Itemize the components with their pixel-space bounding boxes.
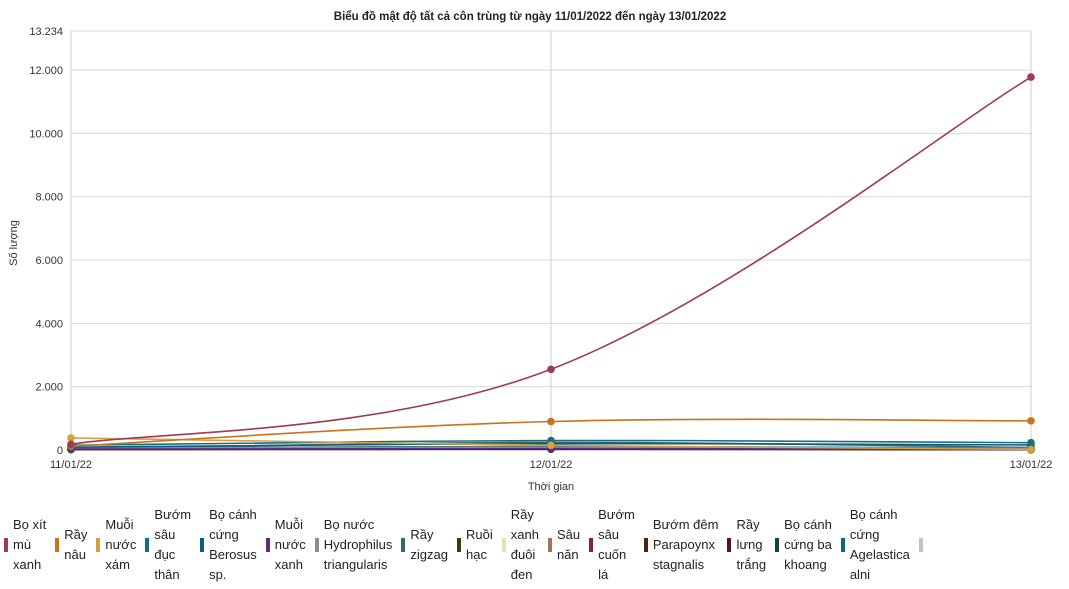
legend-label: Rầy lưng trắng [736,516,767,572]
legend-item[interactable]: Bọ cánh cứng Agelastica alni [840,505,910,585]
legend-item[interactable]: Bướm đêm Parapoynx stagnalis [643,515,719,575]
series-lines [67,73,1035,454]
legend-item[interactable]: Bọ cánh cứng ba khoang [775,515,832,575]
legend-swatch [918,537,923,552]
legend-label: Rầy zigzag [410,526,448,562]
legend-swatch [840,537,845,552]
x-tick-label: 12/01/22 [530,459,573,471]
x-tick-label: 13/01/22 [1010,459,1053,471]
y-tick-label: 13.234 [29,26,63,38]
legend-swatch [96,537,101,552]
legend-label: Rầy nâu [64,526,88,562]
grid [70,30,1032,451]
data-point[interactable] [1027,73,1035,81]
legend-swatch [265,537,270,552]
axes: 0 2.000 4.000 6.000 8.000 10.000 12.000 13.234 1… [29,26,1052,471]
legend-swatch [775,537,780,552]
y-tick-label: 12.000 [29,65,63,77]
legend-item[interactable]: Muỗi nước xám [96,515,136,575]
legend-label: Bướm sâu cuốn lá [598,506,635,582]
legend-label: Rầy xanh đuôi đen [510,506,539,582]
legend-label: Bướm sâu đục thân [154,506,192,582]
legend: Bọ xít mù xanh Rầy nâu Muỗi nước xám Bướm sâu đục t… [0,502,1069,587]
y-axis-label: Số lượng [8,220,20,266]
y-tick-label: 2.000 [35,382,63,394]
legend-swatch [501,537,506,552]
legend-item[interactable]: Rầy lưng trắng [727,515,766,575]
data-point[interactable] [547,417,555,426]
data-point[interactable] [547,365,555,374]
legend-label: Bọ cánh cứng ba khoang [784,516,832,572]
y-tick-label: 6.000 [35,255,63,267]
y-tick-label: 4.000 [35,318,63,330]
legend-label: Muỗi nước xám [105,516,137,572]
legend-label: Bọ cánh cứng Agelastica alni [849,506,910,582]
chart: Biểu đồ mật độ tất cả côn trùng từ ngày … [8,11,1052,493]
legend-swatch [456,537,461,552]
legend-label: Ruồi hạc [465,526,493,562]
legend-item[interactable]: Bướm sâu đục thân [145,505,191,585]
data-point[interactable] [67,440,75,449]
legend-swatch [589,537,594,552]
data-point[interactable] [1027,438,1035,447]
series-0 [67,73,1035,449]
legend-item[interactable]: Bọ xít mù xanh [4,515,46,575]
legend-label: Bọ nước Hydrophilus triangularis [323,516,393,572]
data-point[interactable] [1027,445,1035,454]
y-tick-label: 10.000 [29,128,63,140]
legend-item[interactable]: Bọ nước Hydrophilus triangularis [314,515,393,575]
x-axis-label: Thời gian [528,481,574,493]
legend-item[interactable]: Rầy xanh đuôi đen [501,505,539,585]
legend-item[interactable]: Bọ cánh cứng Berosus sp. [200,505,257,585]
legend-swatch [727,537,732,552]
legend-label: Bọ cánh cứng Berosus sp. [209,506,257,582]
data-point[interactable] [67,434,75,442]
legend-item[interactable]: Muỗi nước xanh [265,515,306,575]
legend-label: Bướm đêm Parapoynx stagnalis [652,516,719,572]
legend-swatch [547,537,552,552]
legend-label: Sâu năn [556,526,581,562]
legend-item[interactable] [918,537,928,552]
legend-item[interactable]: Bướm sâu cuốn lá [589,505,635,585]
legend-item[interactable]: Rầy nâu [55,525,87,565]
legend-swatch [643,537,648,552]
legend-swatch [314,537,319,552]
legend-swatch [55,537,60,552]
data-point[interactable] [1027,417,1035,425]
legend-item[interactable]: Ruồi hạc [456,525,493,565]
legend-item[interactable]: Sâu năn [547,525,581,565]
legend-swatch [401,537,406,552]
legend-swatch [145,537,150,552]
legend-item[interactable]: Rầy zigzag [401,525,448,565]
legend-swatch [200,537,205,552]
data-point[interactable] [547,441,555,450]
legend-label: Muỗi nước xanh [274,516,306,572]
y-tick-label: 8.000 [35,192,63,204]
x-tick-label: 11/01/22 [50,459,92,471]
legend-label: Bọ xít mù xanh [13,516,47,572]
legend-swatch [4,537,8,552]
y-tick-label: 0 [57,445,63,457]
chart-title: Biểu đồ mật độ tất cả côn trùng từ ngày … [334,11,726,23]
